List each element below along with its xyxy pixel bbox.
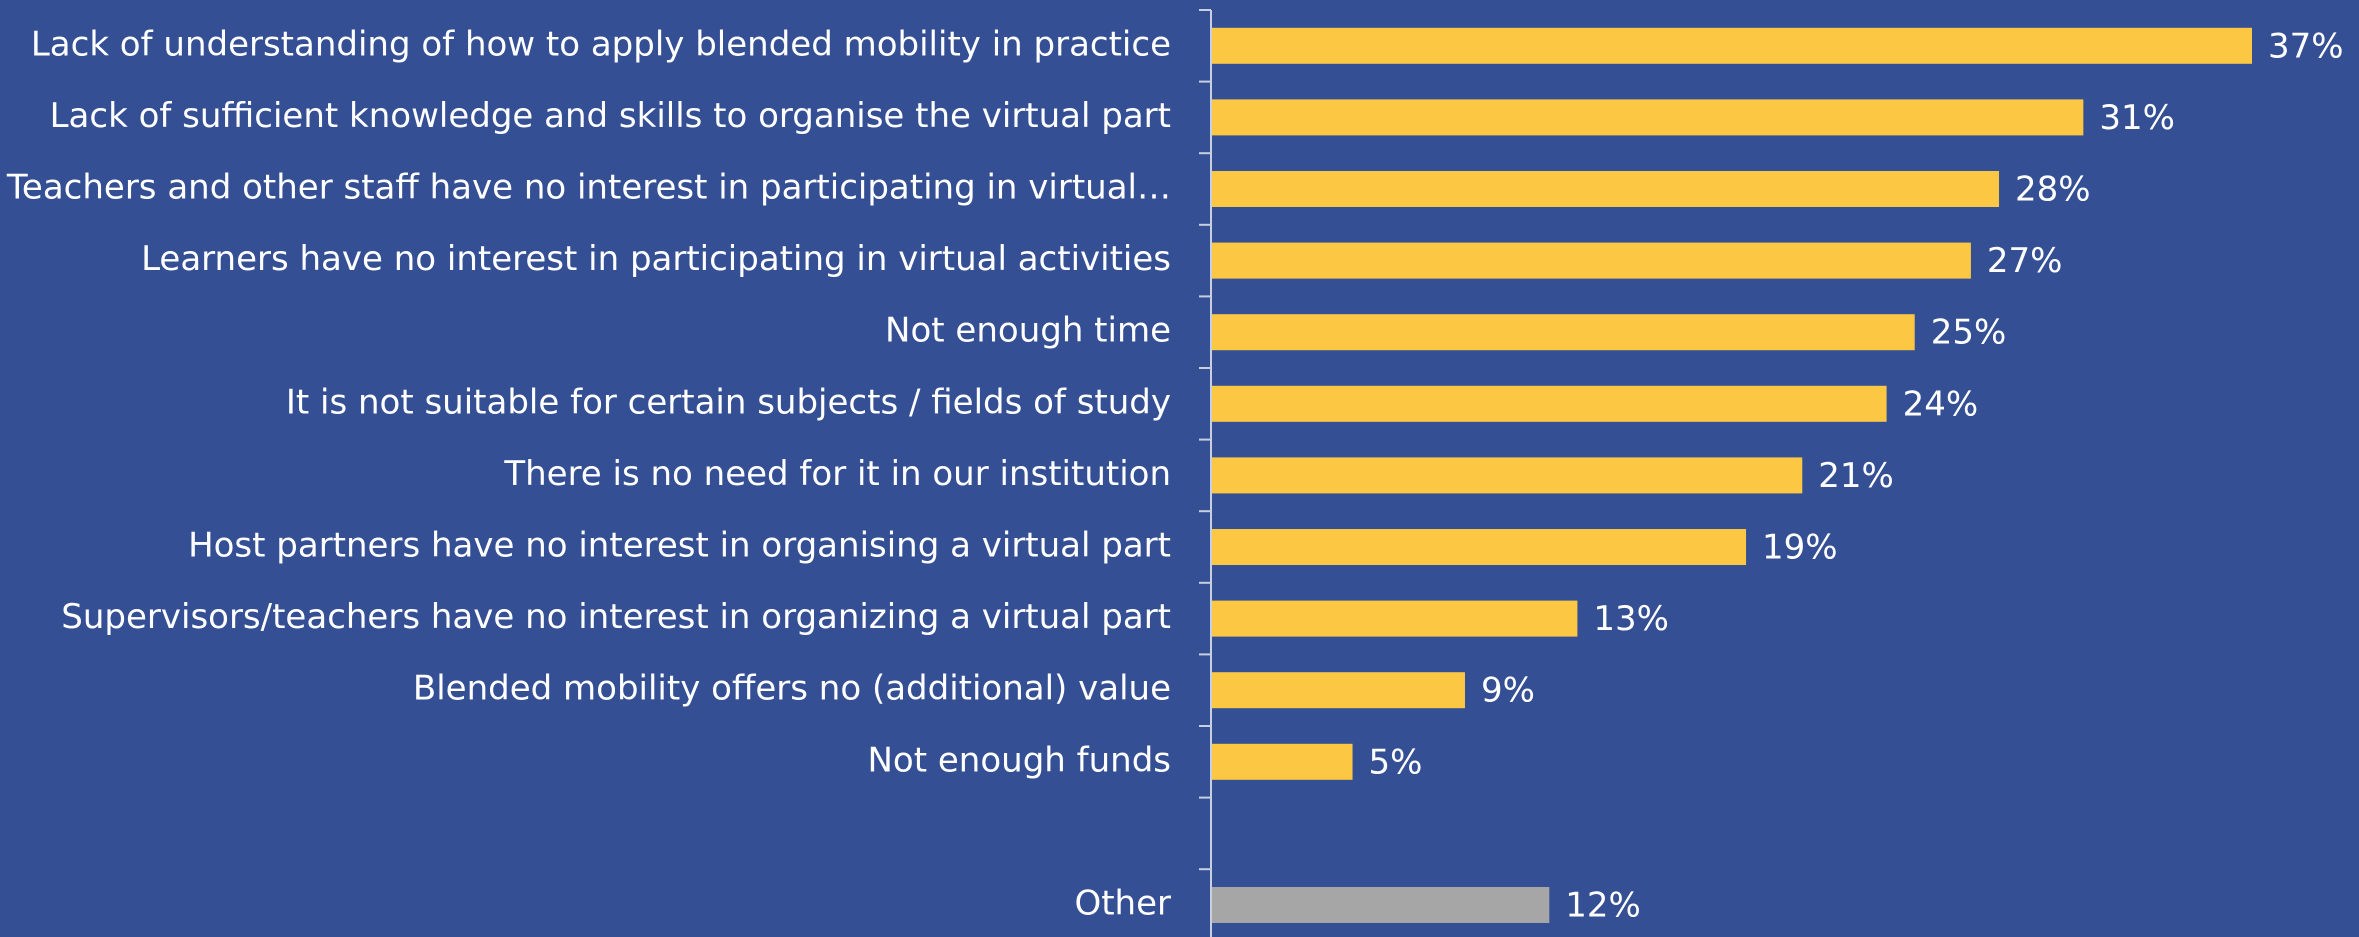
category-label: Not enough time bbox=[885, 311, 1171, 351]
value-label: 25% bbox=[1931, 313, 2007, 353]
bar bbox=[1212, 99, 2084, 136]
value-label: 19% bbox=[1762, 528, 1838, 568]
bar bbox=[1212, 600, 1578, 637]
category-label: Teachers and other staff have no interes… bbox=[6, 168, 1171, 208]
category-label: Host partners have no interest in organi… bbox=[188, 526, 1171, 566]
value-label: 28% bbox=[2015, 170, 2091, 210]
category-label: There is no need for it in our instituti… bbox=[503, 454, 1171, 494]
category-label: Not enough funds bbox=[868, 740, 1172, 780]
value-label: 31% bbox=[2099, 98, 2175, 138]
value-label: 24% bbox=[1903, 384, 1979, 424]
bar bbox=[1212, 743, 1353, 780]
category-label: Blended mobility offers no (additional) … bbox=[413, 669, 1171, 709]
bar bbox=[1212, 314, 1915, 351]
category-label: Lack of sufficient knowledge and skills … bbox=[50, 96, 1171, 136]
category-label: Other bbox=[1074, 884, 1171, 924]
bar bbox=[1212, 887, 1550, 923]
bar bbox=[1212, 529, 1747, 565]
category-label: Lack of understanding of how to apply bl… bbox=[31, 24, 1171, 64]
bar bbox=[1212, 171, 2000, 207]
bar bbox=[1212, 672, 1465, 709]
value-label: 27% bbox=[1987, 241, 2063, 281]
category-label: Learners have no interest in participati… bbox=[141, 239, 1171, 279]
bar bbox=[1212, 242, 1971, 279]
value-label: 21% bbox=[1818, 456, 1894, 496]
value-label: 13% bbox=[1593, 599, 1669, 639]
category-label: It is not suitable for certain subjects … bbox=[286, 382, 1171, 422]
category-label: Supervisors/teachers have no interest in… bbox=[61, 597, 1171, 637]
value-label: 37% bbox=[2268, 26, 2344, 66]
bar bbox=[1212, 457, 1803, 494]
value-label: 5% bbox=[1369, 742, 1423, 782]
value-label: 12% bbox=[1565, 886, 1641, 926]
value-label: 9% bbox=[1481, 671, 1535, 711]
bar bbox=[1212, 385, 1887, 422]
bar bbox=[1212, 27, 2252, 64]
